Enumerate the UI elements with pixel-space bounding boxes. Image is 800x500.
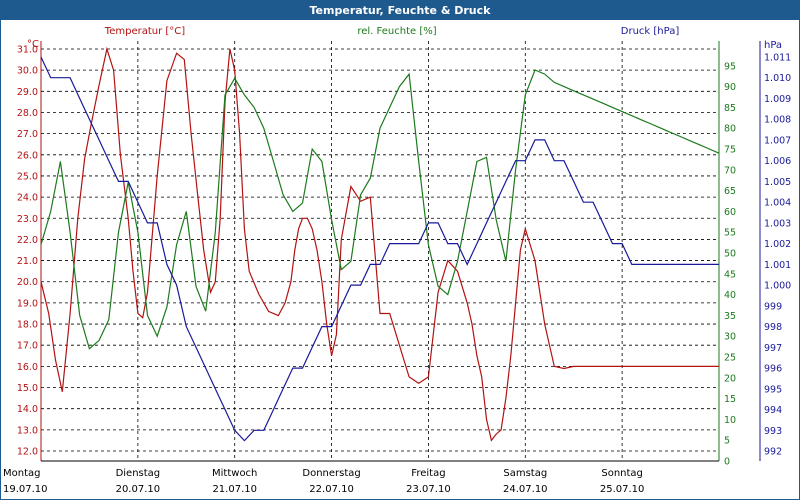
temperature-tick-label: 27.0 [17, 129, 38, 140]
x-tick-day-label: Montag [3, 468, 40, 479]
pressure-unit-label: hPa [764, 40, 782, 51]
pressure-tick-label: 1.003 [764, 218, 791, 229]
humidity-tick-label: 25 [724, 353, 736, 364]
humidity-tick-label: 10 [724, 415, 736, 426]
pressure-tick-label: 995 [764, 384, 782, 395]
humidity-tick-label: 45 [724, 269, 736, 280]
humidity-tick-label: 95 [724, 61, 736, 72]
humidity-tick-label: 15 [724, 394, 736, 405]
humidity-tick-label: 40 [724, 290, 736, 301]
x-tick-date-label: 25.07.10 [600, 484, 645, 495]
pressure-tick-label: 1.001 [764, 260, 791, 271]
pressure-tick-label: 1.008 [764, 115, 791, 126]
humidity-tick-label: 80 [724, 124, 736, 135]
temperature-tick-label: 14.0 [17, 404, 38, 415]
pressure-tick-label: 996 [764, 364, 782, 375]
x-tick-day-label: Donnerstag [302, 468, 360, 479]
pressure-tick-label: 997 [764, 343, 782, 354]
humidity-tick-label: 60 [724, 207, 736, 218]
x-tick-day-label: Freitag [411, 468, 445, 479]
temperature-tick-label: 30.0 [17, 66, 38, 77]
series-line-temperature [40, 46, 719, 442]
series-line-humidity [40, 69, 720, 350]
pressure-tick-label: 1.004 [764, 198, 791, 209]
humidity-tick-label: 5 [724, 436, 730, 447]
x-tick-day-label: Dienstag [116, 468, 161, 479]
window-title: Temperatur, Feuchte & Druck [1, 1, 799, 20]
temperature-tick-label: 21.0 [17, 256, 38, 267]
pressure-tick-label: 999 [764, 301, 782, 312]
legend-humidity: rel. Feuchte [%] [357, 26, 436, 37]
humidity-tick-label: 30 [724, 332, 736, 343]
humidity-tick-label: 65 [724, 186, 736, 197]
temperature-tick-label: 20.0 [17, 277, 38, 288]
pressure-tick-label: 1.011 [764, 53, 791, 64]
series-line-pressure [40, 56, 719, 442]
temperature-tick-label: 31.0 [17, 45, 38, 56]
pressure-tick-label: 1.002 [764, 239, 791, 250]
x-tick-date-label: 22.07.10 [309, 484, 354, 495]
temperature-tick-label: 22.0 [17, 235, 38, 246]
humidity-tick-label: 75 [724, 145, 736, 156]
temperature-tick-label: 12.0 [17, 447, 38, 458]
humidity-tick-label: 20 [724, 373, 736, 384]
temperature-tick-label: 26.0 [17, 150, 38, 161]
pressure-tick-label: 1.009 [764, 94, 791, 105]
temperature-tick-label: 16.0 [17, 362, 38, 373]
temperature-tick-label: 15.0 [17, 383, 38, 394]
humidity-tick-label: 50 [724, 249, 736, 260]
temperature-tick-label: 18.0 [17, 320, 38, 331]
x-tick-date-label: 24.07.10 [503, 484, 548, 495]
temperature-unit-label: °C [27, 39, 39, 50]
pressure-tick-label: 1.005 [764, 177, 791, 188]
temperature-tick-label: 29.0 [17, 87, 38, 98]
temperature-tick-label: 17.0 [17, 341, 38, 352]
humidity-tick-label: 35 [724, 311, 736, 322]
temperature-tick-label: 25.0 [17, 171, 38, 182]
legend-pressure: Druck [hPa] [621, 26, 680, 37]
x-tick-date-label: 21.07.10 [212, 484, 257, 495]
pressure-tick-label: 1.006 [764, 156, 791, 167]
pressure-tick-label: 994 [764, 405, 782, 416]
pressure-tick-label: 1.000 [764, 281, 791, 292]
legend-temperature: Temperatur [°C] [104, 26, 185, 37]
pressure-tick-label: 992 [764, 447, 782, 458]
humidity-tick-label: 55 [724, 228, 736, 239]
x-tick-date-label: 20.07.10 [116, 484, 161, 495]
humidity-tick-label: 85 [724, 103, 736, 114]
humidity-tick-label: 90 [724, 82, 736, 93]
pressure-tick-label: 1.007 [764, 135, 791, 146]
temperature-tick-label: 28.0 [17, 108, 38, 119]
x-tick-date-label: 23.07.10 [406, 484, 451, 495]
x-tick-day-label: Sonntag [601, 468, 643, 479]
humidity-tick-label: 70 [724, 165, 736, 176]
pressure-tick-label: 998 [764, 322, 782, 333]
humidity-tick-label: 0 [724, 457, 730, 468]
x-tick-day-label: Mittwoch [212, 468, 257, 479]
temperature-tick-label: 13.0 [17, 425, 38, 436]
pressure-tick-label: 993 [764, 426, 782, 437]
x-tick-date-label: 19.07.10 [3, 484, 48, 495]
temperature-tick-label: 19.0 [17, 298, 38, 309]
temperature-tick-label: 24.0 [17, 193, 38, 204]
x-tick-day-label: Samstag [503, 468, 547, 479]
temperature-tick-label: 23.0 [17, 214, 38, 225]
grid [41, 41, 719, 461]
pressure-tick-label: 1.010 [764, 73, 791, 84]
